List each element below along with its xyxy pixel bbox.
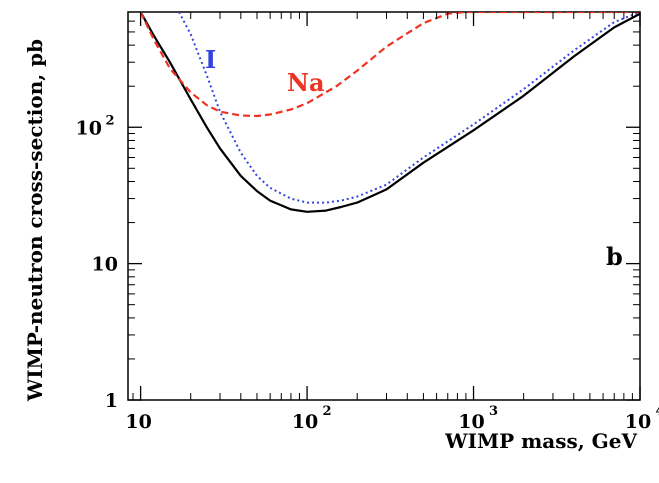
y-tick-label: 10 [92, 254, 118, 276]
x-tick-exponent: 2 [323, 404, 332, 419]
series-line-na [139, 12, 640, 118]
x-tick-label: 10 [458, 411, 484, 433]
y-axis-label: WIMP-neutron cross-section, pb [23, 39, 47, 402]
y-tick-exponent: 2 [105, 113, 114, 128]
x-tick-label: 10 [292, 411, 318, 433]
plot-frame [127, 11, 641, 401]
y-tick-label: 1 [105, 390, 118, 412]
panel-label: b [606, 242, 623, 271]
series-label-i: I [205, 45, 216, 74]
x-tick-exponent: 3 [489, 404, 498, 419]
plot-border [127, 11, 641, 401]
x-tick-exponent: 4 [655, 404, 659, 419]
series-label-na: Na [287, 68, 325, 97]
tick-layer: 10102103104110102 [76, 11, 659, 433]
x-tick-label: 10 [125, 411, 151, 433]
y-tick-label: 10 [76, 117, 102, 139]
series-layer [139, 12, 640, 213]
x-tick-label: 10 [625, 411, 651, 433]
x-axis-label: WIMP mass, GeV [444, 429, 637, 453]
series-line-combined [139, 12, 640, 213]
